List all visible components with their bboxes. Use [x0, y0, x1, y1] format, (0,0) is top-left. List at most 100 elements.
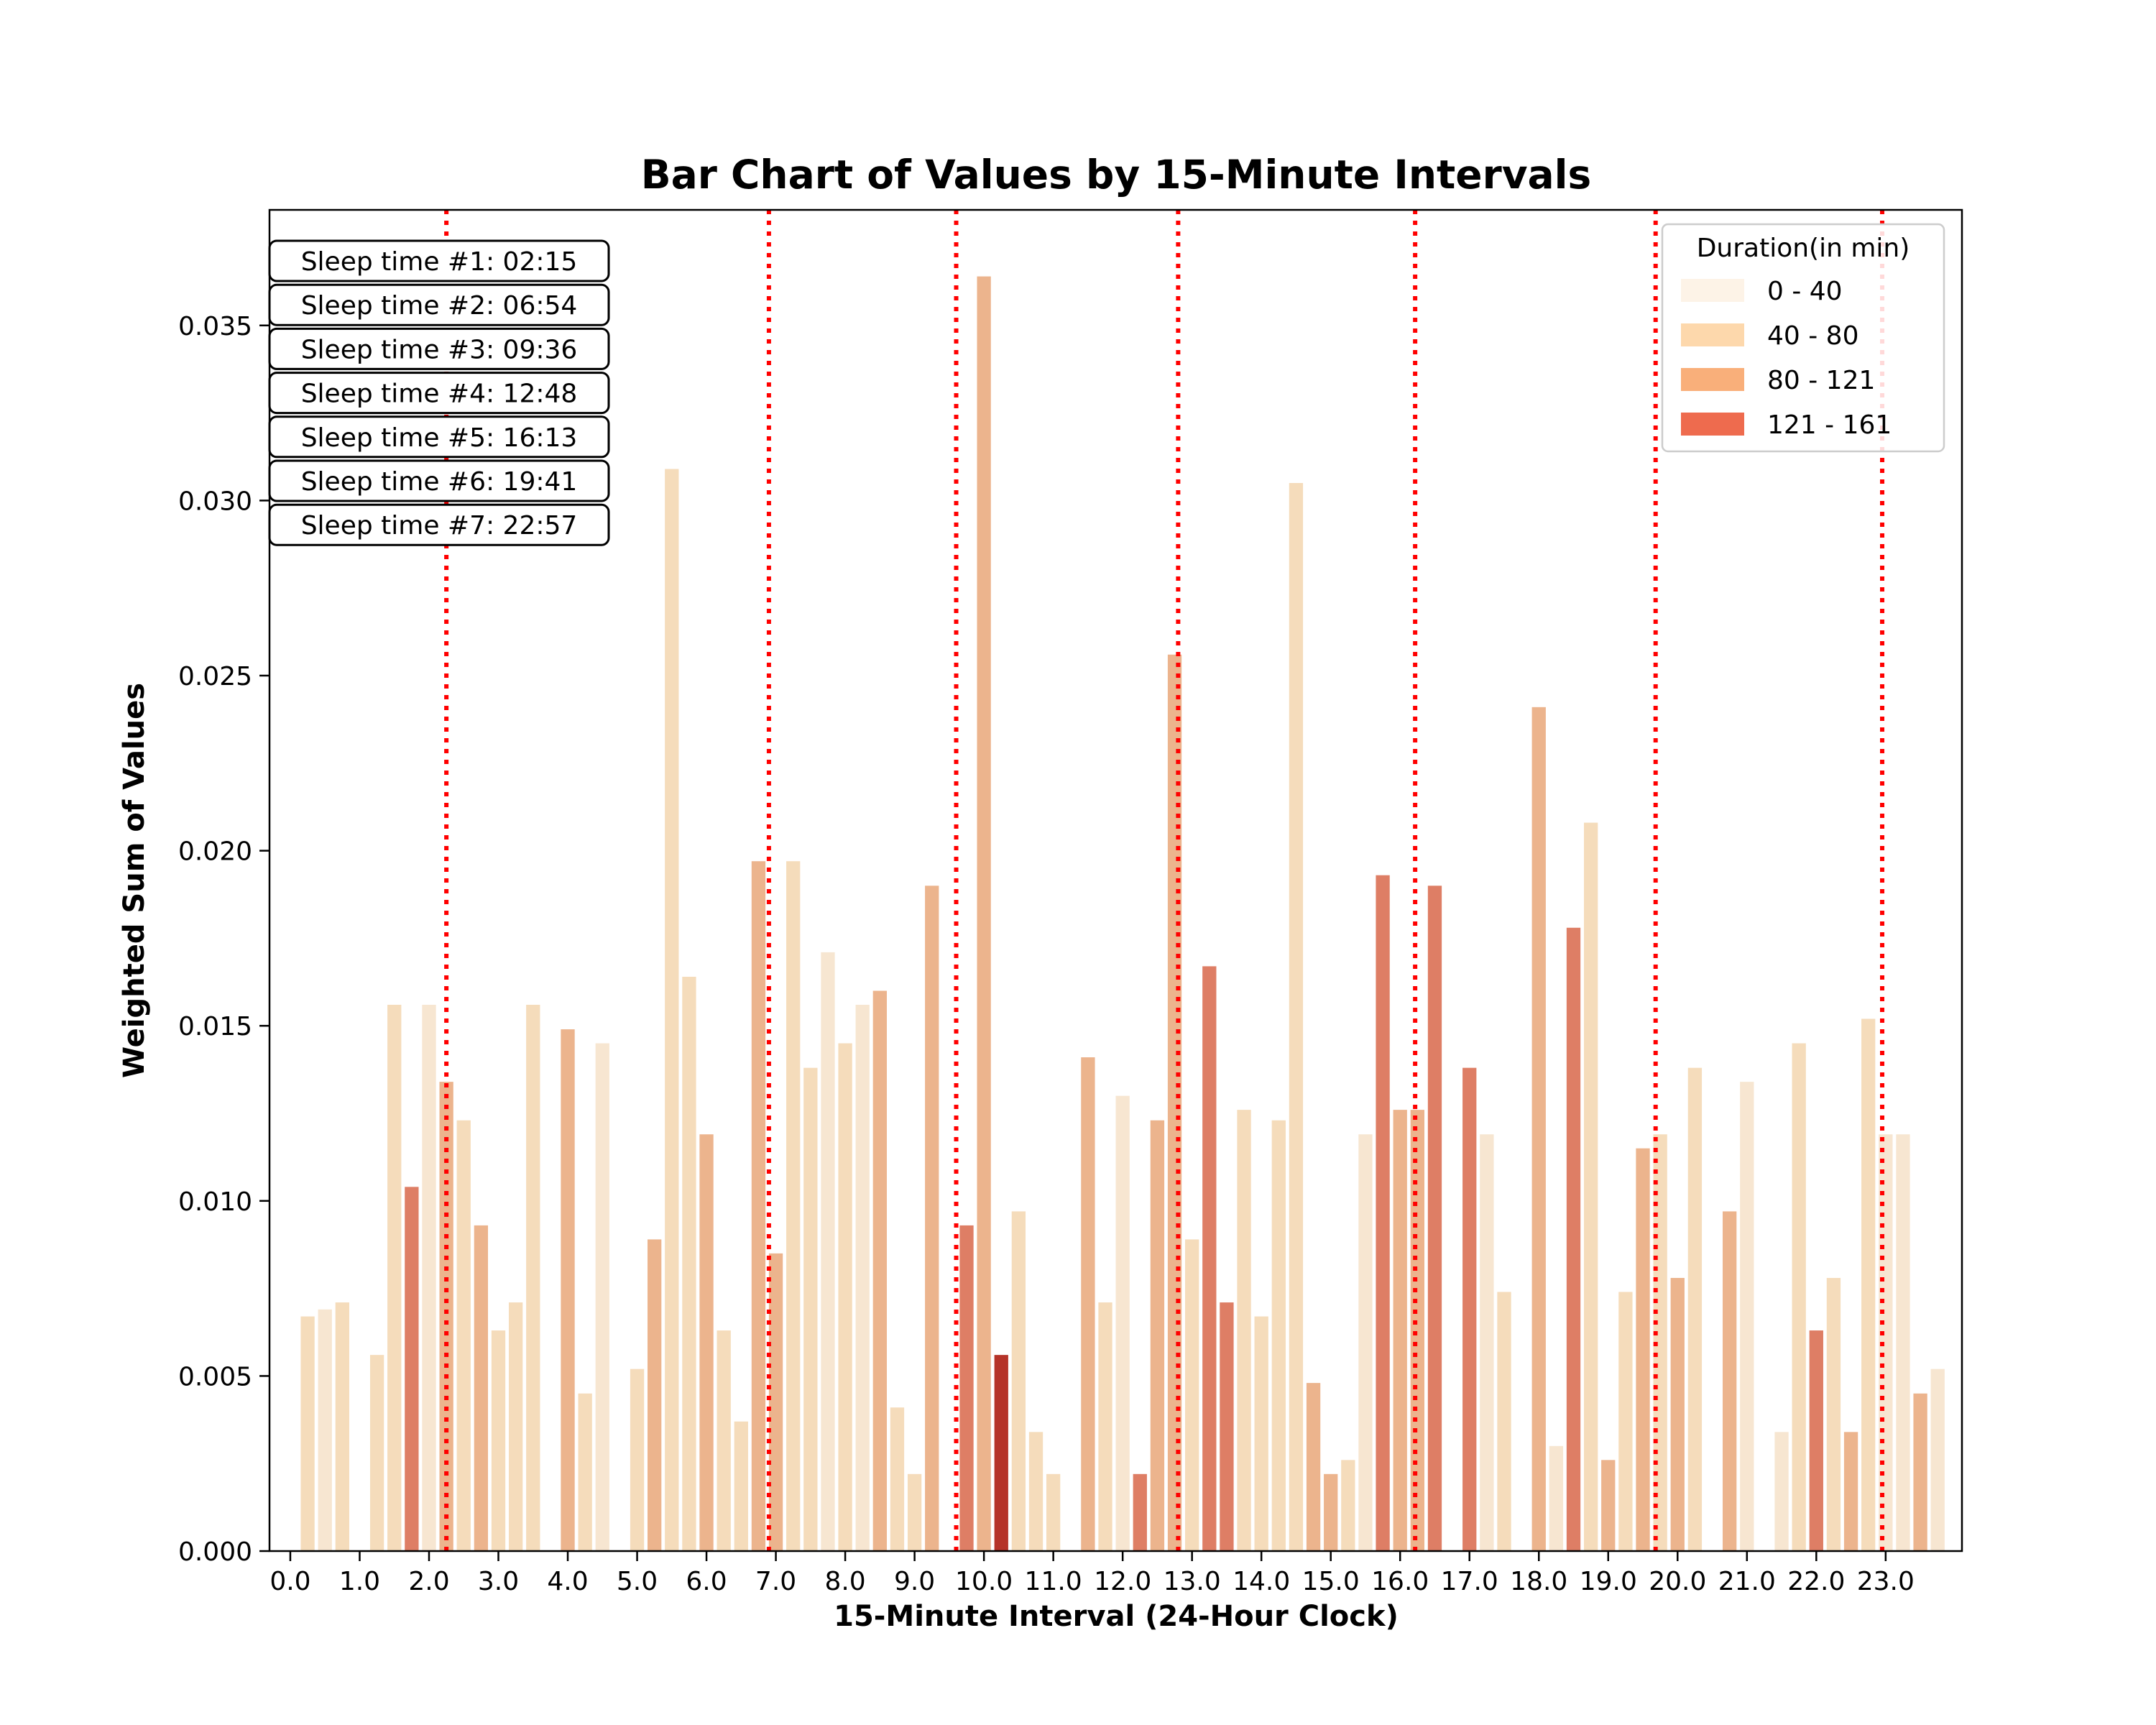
legend-swatch-0	[1681, 279, 1744, 302]
bar-8	[456, 1120, 471, 1551]
x-tick-label-0: 0.0	[270, 1567, 310, 1596]
legend-label-1: 40 - 80	[1767, 321, 1859, 351]
bar-38	[1028, 1432, 1044, 1551]
bar-65	[1549, 1445, 1564, 1551]
bar-20	[699, 1134, 714, 1551]
sleep-time-annotations: Sleep time #1: 02:15 Sleep time #2: 06:54…	[268, 239, 610, 546]
x-tick-label-10: 10.0	[955, 1567, 1013, 1596]
x-tick-label-6: 6.0	[686, 1567, 727, 1596]
y-tick-label-0: 0.000	[178, 1537, 252, 1567]
bar-70	[1636, 1148, 1650, 1551]
bar-30	[872, 990, 887, 1551]
sleep-time-label-7: Sleep time #7: 22:57	[301, 511, 578, 540]
x-tick-label-12: 12.0	[1094, 1567, 1151, 1596]
bar-53	[1306, 1383, 1321, 1551]
sleep-time-box-1	[268, 239, 610, 282]
bar-17	[648, 1239, 662, 1551]
bar-9	[474, 1225, 489, 1551]
x-tick-label-4: 4.0	[547, 1567, 588, 1596]
x-tick-label-22: 22.0	[1787, 1567, 1845, 1596]
bar-43	[1133, 1473, 1147, 1551]
y-tick-label-2: 0.010	[178, 1187, 252, 1217]
bar-36	[994, 1355, 1008, 1551]
y-tick-label-7: 0.035	[178, 312, 252, 341]
bar-50	[1254, 1316, 1268, 1551]
bar-0	[300, 1316, 315, 1551]
legend-label-3: 121 - 161	[1767, 410, 1892, 440]
y-tick-label-1: 0.005	[178, 1362, 252, 1392]
bar-47	[1202, 966, 1217, 1551]
sleep-lines-layer	[444, 210, 1885, 1551]
bar-12	[526, 1004, 540, 1551]
bar-2	[335, 1302, 349, 1551]
x-tick-label-3: 3.0	[478, 1567, 519, 1596]
bar-72	[1670, 1277, 1685, 1551]
bar-63	[1497, 1292, 1511, 1551]
bar-35	[977, 276, 991, 1551]
bar-73	[1687, 1067, 1703, 1551]
legend-label-0: 0 - 40	[1767, 277, 1843, 306]
x-tick-label-9: 9.0	[894, 1567, 935, 1596]
sleep-time-label-1: Sleep time #1: 02:15	[301, 247, 578, 277]
chart-title: Bar Chart of Values by 15-Minute Interva…	[641, 152, 1592, 198]
bar-68	[1601, 1460, 1616, 1551]
bar-26	[803, 1067, 818, 1551]
bar-16	[630, 1368, 645, 1551]
bar-44	[1150, 1120, 1165, 1551]
sleep-time-label-4: Sleep time #4: 12:48	[301, 380, 578, 409]
bar-37	[1011, 1211, 1026, 1551]
bar-62	[1480, 1134, 1494, 1551]
bar-82	[1879, 1134, 1893, 1551]
bar-13	[561, 1029, 575, 1551]
bar-49	[1237, 1110, 1251, 1551]
sleep-time-label-5: Sleep time #5: 16:13	[301, 423, 578, 453]
bar-52	[1289, 483, 1304, 1551]
bar-74	[1723, 1211, 1737, 1551]
bar-4	[387, 1004, 402, 1551]
bar-85	[1930, 1368, 1945, 1551]
bar-66	[1566, 927, 1581, 1551]
bar-19	[682, 976, 696, 1551]
bar-64	[1531, 707, 1546, 1551]
x-tick-label-19: 19.0	[1580, 1567, 1637, 1596]
x-tick-label-17: 17.0	[1441, 1567, 1498, 1596]
x-tick-label-18: 18.0	[1510, 1567, 1567, 1596]
bar-80	[1843, 1432, 1858, 1551]
sleep-time-label-2: Sleep time #2: 06:54	[301, 291, 578, 321]
bar-27	[821, 952, 835, 1551]
x-tick-label-13: 13.0	[1164, 1567, 1221, 1596]
x-axis-label: 15-Minute Interval (24-Hour Clock)	[834, 1600, 1399, 1633]
x-tick-label-15: 15.0	[1302, 1567, 1360, 1596]
legend: Duration(in min) 0 - 40 40 - 80 80 - 121 121…	[1661, 223, 1945, 453]
bar-58	[1393, 1110, 1407, 1551]
sleep-time-box-7	[268, 503, 610, 546]
bar-45	[1167, 654, 1182, 1551]
bar-34	[959, 1225, 974, 1551]
y-tick-label-3: 0.015	[178, 1012, 252, 1041]
bar-83	[1896, 1134, 1910, 1551]
bar-23	[751, 861, 766, 1551]
bar-1	[318, 1309, 332, 1551]
bar-76	[1774, 1432, 1789, 1551]
legend-swatch-1	[1681, 323, 1744, 346]
bar-67	[1583, 822, 1598, 1551]
y-tick-label-4: 0.020	[178, 837, 252, 867]
bar-75	[1740, 1082, 1754, 1551]
bar-84	[1913, 1393, 1927, 1551]
bar-69	[1618, 1292, 1633, 1551]
bar-51	[1271, 1120, 1286, 1551]
legend-swatch-2	[1681, 368, 1744, 391]
bar-29	[855, 1004, 870, 1551]
x-tick-label-21: 21.0	[1718, 1567, 1776, 1596]
bar-71	[1653, 1134, 1667, 1551]
bar-33	[925, 886, 939, 1551]
y-tick-label-6: 0.030	[178, 487, 252, 516]
bar-56	[1358, 1134, 1373, 1551]
bar-28	[838, 1043, 852, 1551]
bar-81	[1861, 1018, 1876, 1551]
bar-42	[1115, 1095, 1130, 1551]
x-tick-label-16: 16.0	[1371, 1567, 1429, 1596]
bar-6	[422, 1004, 436, 1551]
bar-22	[734, 1421, 748, 1551]
